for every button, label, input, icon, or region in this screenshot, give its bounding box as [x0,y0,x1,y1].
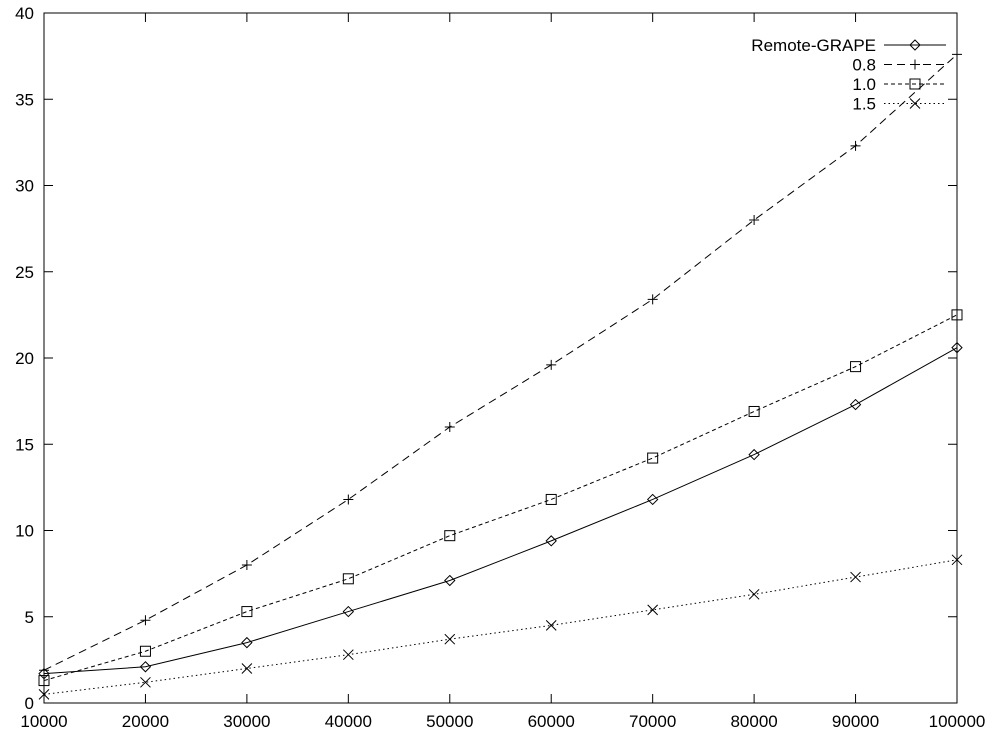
legend-item-0-8: 0.8 [852,56,946,75]
series-line-1-5 [43,559,958,695]
y-tick-label: 5 [25,608,34,627]
x-tick-label: 90000 [832,712,879,731]
x-tick-label: 80000 [730,712,777,731]
data-point-remote-grape [139,661,152,673]
legend-item-1-5: 1.5 [852,95,946,114]
y-tick-label: 15 [15,435,34,454]
x-tick-label: 70000 [629,712,676,731]
data-point-remote-grape [38,667,50,680]
y-tick-label: 30 [15,177,34,196]
data-point-1-0 [444,530,456,542]
legend-label: 0.8 [852,56,876,75]
data-point-1-5 [545,620,557,631]
x-tick-label: 50000 [426,712,473,731]
data-point-remote-grape [545,535,557,547]
legend-marker [909,39,921,51]
data-point-remote-grape [646,493,659,506]
data-point-0-8 [343,494,354,505]
series-line-0-8 [43,54,958,671]
y-tick-label: 10 [15,522,34,541]
data-point-remote-grape [849,398,862,411]
legend-item-1-0: 1.0 [852,75,946,94]
data-point-1-5 [647,604,659,616]
legend-marker [910,59,920,70]
y-tick-label: 20 [15,349,34,368]
data-point-remote-grape [748,448,760,461]
series-1-0 [38,309,963,687]
data-point-1-5 [748,588,760,600]
data-point-1-5 [444,633,456,645]
data-point-0-8 [140,615,151,626]
data-point-1-0 [545,493,557,505]
data-point-0-8 [39,665,49,676]
series-group [38,49,963,700]
data-point-1-5 [241,663,253,674]
legend-marker [909,98,921,109]
legend-item-remote-grape: Remote-GRAPE [751,36,946,55]
data-point-1-0 [850,361,862,373]
x-tick-label: 40000 [325,712,372,731]
series-1-5 [38,554,963,700]
data-point-1-0 [139,645,151,657]
legend-label: 1.5 [852,95,876,114]
data-point-1-5 [850,571,861,583]
series-line-remote-grape [43,347,958,675]
x-tick-label: 60000 [528,712,575,731]
tick-labels: 10000 20000 30000 40000 50000 60000 70000 80000… [15,4,985,731]
data-point-1-5 [951,554,963,566]
legend-label: 1.0 [852,75,876,94]
data-point-1-0 [647,452,659,464]
data-point-1-5 [342,649,354,661]
data-point-0-8 [647,294,658,305]
data-point-1-0 [38,675,50,687]
data-point-1-0 [748,405,760,417]
data-point-1-0 [951,309,963,321]
legend-marker [909,78,921,90]
x-tick-label: 100000 [929,712,986,731]
series-remote-grape [38,341,963,680]
data-point-remote-grape [241,636,253,649]
data-point-remote-grape [444,574,456,587]
x-tick-label: 30000 [223,712,270,731]
axis-ticks [43,12,958,704]
x-tick-label: 20000 [122,712,169,731]
y-tick-label: 25 [15,263,34,282]
series-0-8 [39,49,962,676]
data-point-0-8 [749,215,760,225]
y-tick-label: 35 [15,90,34,109]
data-point-1-5 [38,689,50,700]
legend-label: Remote-GRAPE [751,36,876,55]
data-point-0-8 [444,422,455,432]
data-point-0-8 [850,140,861,151]
x-tick-label: 10000 [20,712,67,731]
data-point-1-0 [342,573,354,585]
plot-frame [43,12,958,704]
data-point-0-8 [241,560,252,570]
data-point-0-8 [546,359,557,370]
data-point-1-0 [241,606,253,618]
data-point-remote-grape [342,605,355,618]
series-line-1-0 [43,314,958,682]
y-tick-label: 40 [15,4,34,23]
data-point-0-8 [952,49,962,60]
data-point-remote-grape [951,341,963,354]
data-point-1-5 [140,676,151,688]
y-tick-label: 0 [25,694,34,713]
